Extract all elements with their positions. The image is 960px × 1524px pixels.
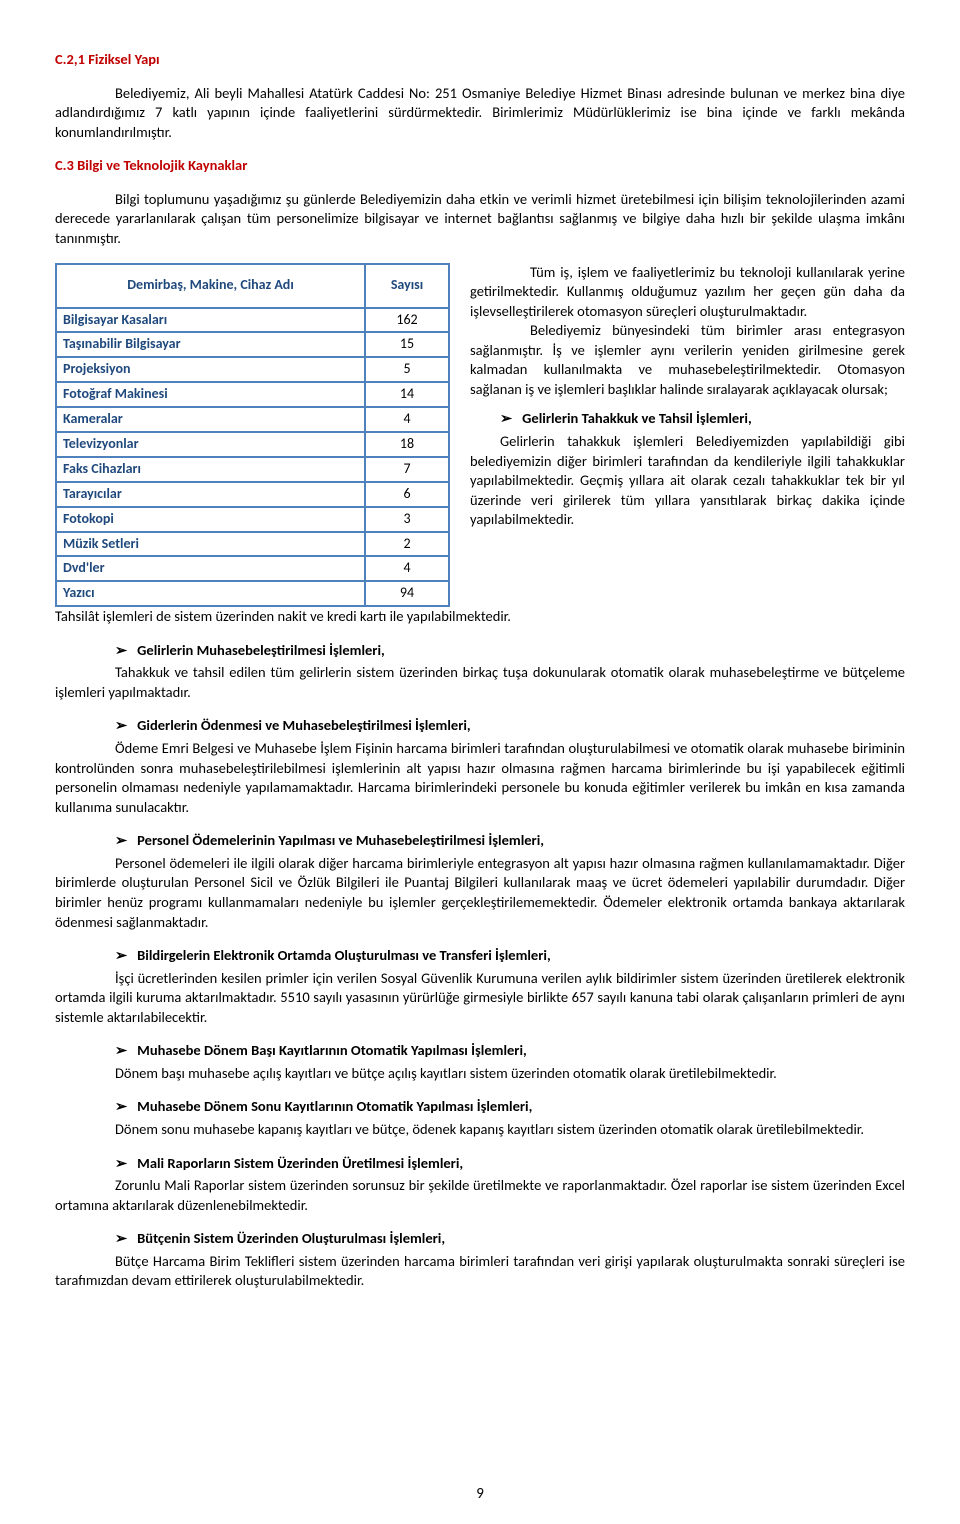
section-donem-basi: ➢ Muhasebe Dönem Başı Kayıtlarının Otomat… — [55, 1041, 905, 1083]
paragraph-body: Ödeme Emri Belgesi ve Muhasebe İşlem Fiş… — [55, 739, 905, 817]
bullet-heading: ➢ Giderlerin Ödenmesi ve Muhasebeleştiril… — [115, 716, 905, 737]
paragraph-body: İşçi ücretlerinden kesilen primler için … — [55, 969, 905, 1028]
paragraph-intro-1: Belediyemiz, Ali beyli Mahallesi Atatürk… — [55, 84, 905, 143]
table-cell-num: 2 — [365, 532, 449, 557]
two-column-row: Demirbaş, Makine, Cihaz Adı Sayısı Bilgi… — [55, 263, 905, 608]
heading-bilgi-teknolojik: C.3 Bilgi ve Teknolojik Kaynaklar — [55, 156, 905, 176]
arrow-icon: ➢ — [115, 1156, 127, 1172]
table-cell-label: Bilgisayar Kasaları — [56, 308, 365, 333]
paragraph-body: Zorunlu Mali Raporlar sistem üzerinden s… — [55, 1176, 905, 1215]
section-bildirge: ➢ Bildirgelerin Elektronik Ortamda Oluştu… — [55, 946, 905, 1027]
section-gelir-muhasebe: ➢ Gelirlerin Muhasebeleştirilmesi İşlemle… — [55, 641, 905, 703]
section-donem-sonu: ➢ Muhasebe Dönem Sonu Kayıtlarının Otomat… — [55, 1097, 905, 1139]
bullet-title: Personel Ödemelerinin Yapılması ve Muhas… — [137, 831, 544, 849]
table-row: Müzik Setleri2 — [56, 532, 449, 557]
table-cell-label: Dvd'ler — [56, 556, 365, 581]
table-header-row: Demirbaş, Makine, Cihaz Adı Sayısı — [56, 264, 449, 308]
table-cell-num: 3 — [365, 507, 449, 532]
table-row: Taşınabilir Bilgisayar15 — [56, 332, 449, 357]
bullet-title: Muhasebe Dönem Başı Kayıtlarının Otomati… — [137, 1041, 527, 1059]
table-cell-num: 4 — [365, 407, 449, 432]
bullet-title: Muhasebe Dönem Sonu Kayıtlarının Otomati… — [137, 1097, 532, 1115]
bullet-heading: ➢ Gelirlerin Muhasebeleştirilmesi İşlemle… — [115, 641, 905, 662]
table-cell-label: Fotokopi — [56, 507, 365, 532]
bullet-heading: ➢ Mali Raporların Sistem Üzerinden Üretil… — [115, 1154, 905, 1175]
table-cell-label: Televizyonlar — [56, 432, 365, 457]
table-header-count: Sayısı — [365, 264, 449, 308]
arrow-icon: ➢ — [115, 948, 127, 964]
arrow-icon: ➢ — [115, 833, 127, 849]
page-number: 9 — [0, 1484, 960, 1504]
bullet-title: Mali Raporların Sistem Üzerinden Üretilm… — [137, 1154, 463, 1172]
table-row: Fotokopi3 — [56, 507, 449, 532]
table-row: Bilgisayar Kasaları162 — [56, 308, 449, 333]
paragraph-tahsilat-tail: Tahsilât işlemleri de sistem üzerinden n… — [55, 607, 905, 627]
equipment-table-wrap: Demirbaş, Makine, Cihaz Adı Sayısı Bilgi… — [55, 263, 450, 608]
table-row: Tarayıcılar6 — [56, 482, 449, 507]
table-cell-label: Yazıcı — [56, 581, 365, 606]
bullet-heading: ➢ Muhasebe Dönem Sonu Kayıtlarının Otomat… — [115, 1097, 905, 1118]
paragraph-body: Dönem sonu muhasebe kapanış kayıtları ve… — [55, 1120, 905, 1140]
paragraph-body: Dönem başı muhasebe açılış kayıtları ve … — [55, 1064, 905, 1084]
arrow-icon: ➢ — [115, 1043, 127, 1059]
right-column: Tüm iş, işlem ve faaliyetlerimiz bu tekn… — [470, 263, 905, 608]
equipment-table: Demirbaş, Makine, Cihaz Adı Sayısı Bilgi… — [55, 263, 450, 608]
table-cell-label: Tarayıcılar — [56, 482, 365, 507]
heading-fiziksel-yapi: C.2,1 Fiziksel Yapı — [55, 50, 905, 70]
table-cell-num: 162 — [365, 308, 449, 333]
table-header-name: Demirbaş, Makine, Cihaz Adı — [56, 264, 365, 308]
table-cell-num: 6 — [365, 482, 449, 507]
section-personel-odeme: ➢ Personel Ödemelerinin Yapılması ve Muha… — [55, 831, 905, 932]
table-row: Projeksiyon5 — [56, 357, 449, 382]
table-cell-label: Faks Cihazları — [56, 457, 365, 482]
section-mali-rapor: ➢ Mali Raporların Sistem Üzerinden Üretil… — [55, 1154, 905, 1216]
table-cell-num: 14 — [365, 382, 449, 407]
table-cell-label: Kameralar — [56, 407, 365, 432]
paragraph-gelir-tahakkuk: Gelirlerin tahakkuk işlemleri Belediyemi… — [470, 432, 905, 530]
bullet-heading: ➢ Muhasebe Dönem Başı Kayıtlarının Otomat… — [115, 1041, 905, 1062]
table-row: Fotoğraf Makinesi14 — [56, 382, 449, 407]
table-row: Yazıcı94 — [56, 581, 449, 606]
table-cell-num: 15 — [365, 332, 449, 357]
bullet-heading: ➢ Personel Ödemelerinin Yapılması ve Muha… — [115, 831, 905, 852]
table-cell-num: 18 — [365, 432, 449, 457]
section-gider-odeme: ➢ Giderlerin Ödenmesi ve Muhasebeleştiril… — [55, 716, 905, 817]
paragraph-integration: Belediyemiz bünyesindeki tüm birimler ar… — [470, 321, 905, 399]
bullet-title: Gelirlerin Muhasebeleştirilmesi İşlemler… — [137, 641, 385, 659]
table-cell-num: 94 — [365, 581, 449, 606]
table-cell-label: Projeksiyon — [56, 357, 365, 382]
table-row: Kameralar4 — [56, 407, 449, 432]
section-butce: ➢ Bütçenin Sistem Üzerinden Oluşturulması… — [55, 1229, 905, 1291]
bullet-title: Gelirlerin Tahakkuk ve Tahsil İşlemleri, — [522, 409, 752, 427]
bullet-title: Giderlerin Ödenmesi ve Muhasebeleştirilm… — [137, 716, 471, 734]
table-row: Televizyonlar18 — [56, 432, 449, 457]
table-row: Faks Cihazları7 — [56, 457, 449, 482]
table-row: Dvd'ler4 — [56, 556, 449, 581]
table-cell-label: Taşınabilir Bilgisayar — [56, 332, 365, 357]
paragraph-tech-usage: Tüm iş, işlem ve faaliyetlerimiz bu tekn… — [470, 263, 905, 322]
arrow-icon: ➢ — [115, 643, 127, 659]
table-cell-num: 5 — [365, 357, 449, 382]
arrow-icon: ➢ — [115, 1099, 127, 1115]
table-cell-label: Müzik Setleri — [56, 532, 365, 557]
paragraph-body: Personel ödemeleri ile ilgili olarak diğ… — [55, 854, 905, 932]
table-cell-num: 7 — [365, 457, 449, 482]
paragraph-intro-2: Bilgi toplumunu yaşadığımız şu günlerde … — [55, 190, 905, 249]
table-cell-label: Fotoğraf Makinesi — [56, 382, 365, 407]
bullet-title: Bildirgelerin Elektronik Ortamda Oluştur… — [137, 946, 551, 964]
arrow-icon: ➢ — [115, 718, 127, 734]
bullet-heading: ➢ Bütçenin Sistem Üzerinden Oluşturulması… — [115, 1229, 905, 1250]
arrow-icon: ➢ — [500, 411, 512, 427]
paragraph-body: Bütçe Harcama Birim Teklifleri sistem üz… — [55, 1252, 905, 1291]
paragraph-body: Tahakkuk ve tahsil edilen tüm gelirlerin… — [55, 663, 905, 702]
bullet-heading: ➢ Bildirgelerin Elektronik Ortamda Oluştu… — [115, 946, 905, 967]
table-cell-num: 4 — [365, 556, 449, 581]
arrow-icon: ➢ — [115, 1231, 127, 1247]
bullet-gelir-tahakkuk: ➢ Gelirlerin Tahakkuk ve Tahsil İşlemleri… — [500, 409, 905, 430]
bullet-title: Bütçenin Sistem Üzerinden Oluşturulması … — [137, 1229, 445, 1247]
